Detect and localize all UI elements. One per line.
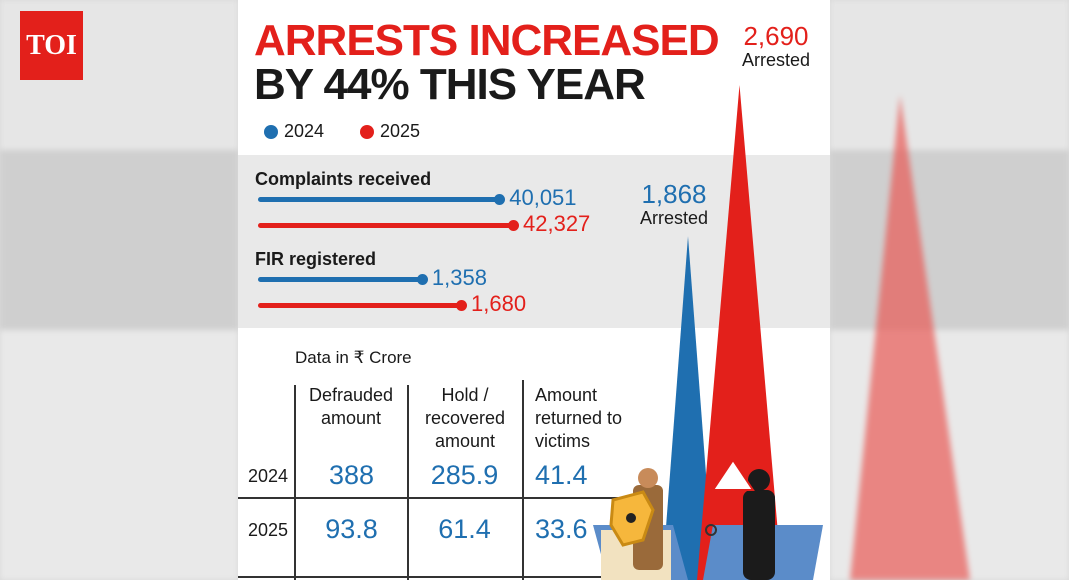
bar-value-2024: 1,358 xyxy=(431,265,487,290)
divider xyxy=(294,385,296,580)
title-line-2: BY 44% THIS YEAR xyxy=(254,60,646,109)
cell: 388 xyxy=(328,460,375,490)
row-year-2024: 2024 xyxy=(248,466,289,486)
cell: 285.9 xyxy=(430,460,499,490)
spike-2024 xyxy=(662,236,714,580)
legend-label: 2025 xyxy=(380,121,421,141)
blurred-background-right xyxy=(830,0,1069,580)
row-year-2025: 2025 xyxy=(248,520,289,540)
divider xyxy=(238,497,658,499)
bar-value-2025: 1,680 xyxy=(471,291,527,316)
arrested-2025-value: 2,690 xyxy=(743,21,809,51)
blurred-spike xyxy=(850,95,970,580)
cell: 93.8 xyxy=(325,514,378,544)
arrested-unit: Arrested xyxy=(639,208,709,228)
bar-2024 xyxy=(258,194,506,205)
cell: 41.4 xyxy=(535,460,588,490)
legend-dot-blue-icon xyxy=(264,124,278,139)
table-note: Data in ₹ Crore xyxy=(295,348,412,367)
cell: 61.4 xyxy=(438,514,491,544)
toi-logo: TOI xyxy=(20,11,83,80)
legend-label: 2024 xyxy=(284,121,325,141)
arrested-2024-value: 1,868 xyxy=(641,179,707,209)
bar-value-2025: 42,327 xyxy=(523,211,591,236)
arrested-2024-label: 1,868 Arrested xyxy=(634,180,714,230)
divider xyxy=(407,385,409,580)
legend-dot-red-icon xyxy=(360,124,374,139)
legend-2025: 2025 xyxy=(360,121,420,142)
bar-2024 xyxy=(258,274,428,285)
blurred-background-left xyxy=(0,0,238,580)
legend-2024: 2024 xyxy=(264,121,324,142)
title-line-1: ARRESTS INCREASED xyxy=(254,16,720,65)
cell: 33.6 xyxy=(535,514,588,544)
col-header-returned: Amount returned to victims xyxy=(535,385,623,451)
col-header-defrauded: Defrauded amount xyxy=(308,385,394,428)
divider xyxy=(238,576,658,578)
arrested-2025-label: 2,690 Arrested xyxy=(736,22,816,72)
spike-2025 xyxy=(697,85,782,580)
police-and-thief-illustration xyxy=(593,460,823,580)
bar-2025 xyxy=(258,220,519,231)
col-header-recovered: Hold / recovered amount xyxy=(424,385,506,451)
category-complaints: Complaints received xyxy=(255,169,432,189)
infographic: ARRESTS INCREASED BY 44% THIS YEAR 2024 … xyxy=(238,0,830,580)
bar-value-2024: 40,051 xyxy=(509,185,577,210)
divider xyxy=(522,380,524,580)
arrested-unit: Arrested xyxy=(741,50,811,70)
bar-2025 xyxy=(258,300,467,311)
category-fir: FIR registered xyxy=(255,249,377,269)
arrest-spikes xyxy=(662,85,782,580)
